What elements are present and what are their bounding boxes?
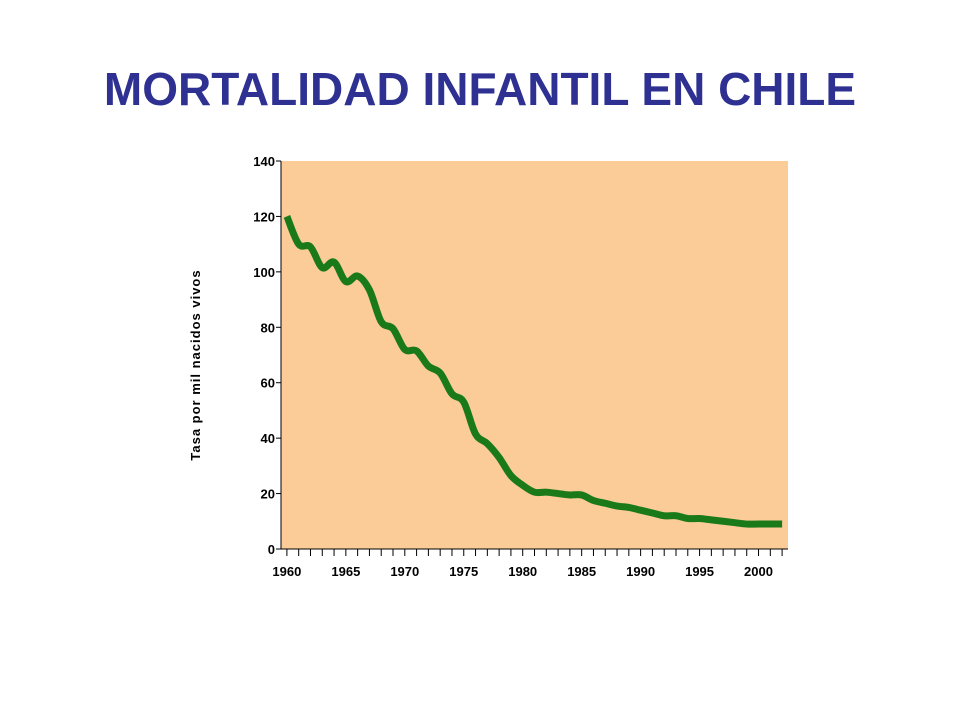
y-tick-label: 60 [261,376,275,391]
y-tick-label: 120 [253,209,275,224]
y-tick-label: 140 [253,154,275,169]
x-tick-label: 1960 [272,564,301,579]
y-tick-label: 40 [261,431,275,446]
y-tick-label: 80 [261,320,275,335]
x-tick-label: 1975 [449,564,478,579]
plot-background [281,161,788,549]
x-tick-label: 1970 [390,564,419,579]
x-tick-label: 1985 [567,564,596,579]
y-axis: 0 20 40 60 80 100 120 140 [253,154,282,557]
y-tick-label: 0 [268,542,275,557]
series-line [283,215,783,528]
y-tick-label: 100 [253,265,275,280]
x-axis: 1960 1965 1970 1975 1980 1985 1990 1995 2000 [272,548,788,579]
x-tick-label: 1995 [685,564,714,579]
x-tick-label: 1990 [626,564,655,579]
x-tick-label: 1965 [331,564,360,579]
y-tick-label: 20 [261,487,275,502]
page-title: MORTALIDAD INFANTIL EN CHILE [103,63,857,115]
x-tick-label: 2000 [744,564,773,579]
y-axis-title: Tasa por mil nacidos vivos [188,269,203,460]
x-tick-label: 1980 [508,564,537,579]
